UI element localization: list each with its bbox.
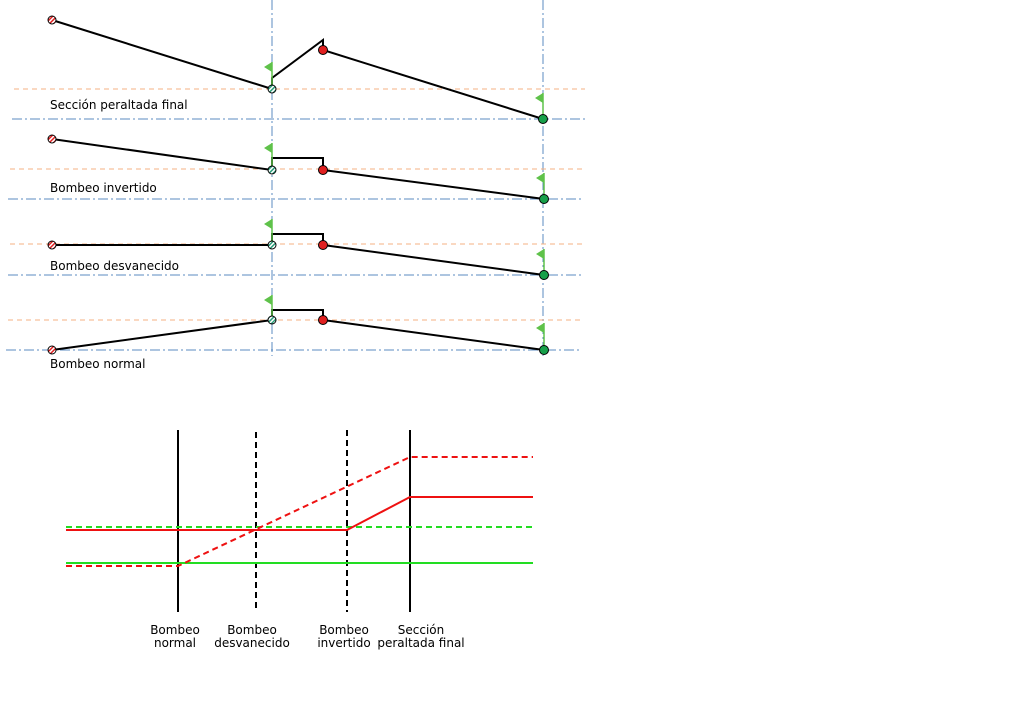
- transition-label: invertido: [317, 636, 370, 650]
- transition-label: Bombeo: [227, 623, 277, 637]
- transition-label: peraltada final: [377, 636, 464, 650]
- transition-diagram: Bombeo normal Bombeo desvanecido Bombeo …: [66, 430, 533, 650]
- section-label: Bombeo normal: [50, 357, 145, 371]
- section-label: Sección peraltada final: [50, 98, 188, 112]
- transition-label: normal: [154, 636, 196, 650]
- section-label: Bombeo desvanecido: [50, 259, 179, 273]
- transition-label: desvanecido: [214, 636, 290, 650]
- cross-sections: Sección peraltada final Bombeo invertido…: [6, 0, 585, 371]
- transition-label: Bombeo: [319, 623, 369, 637]
- transition-label: Bombeo: [150, 623, 200, 637]
- transition-label: Sección: [398, 623, 444, 637]
- section-label: Bombeo invertido: [50, 181, 157, 195]
